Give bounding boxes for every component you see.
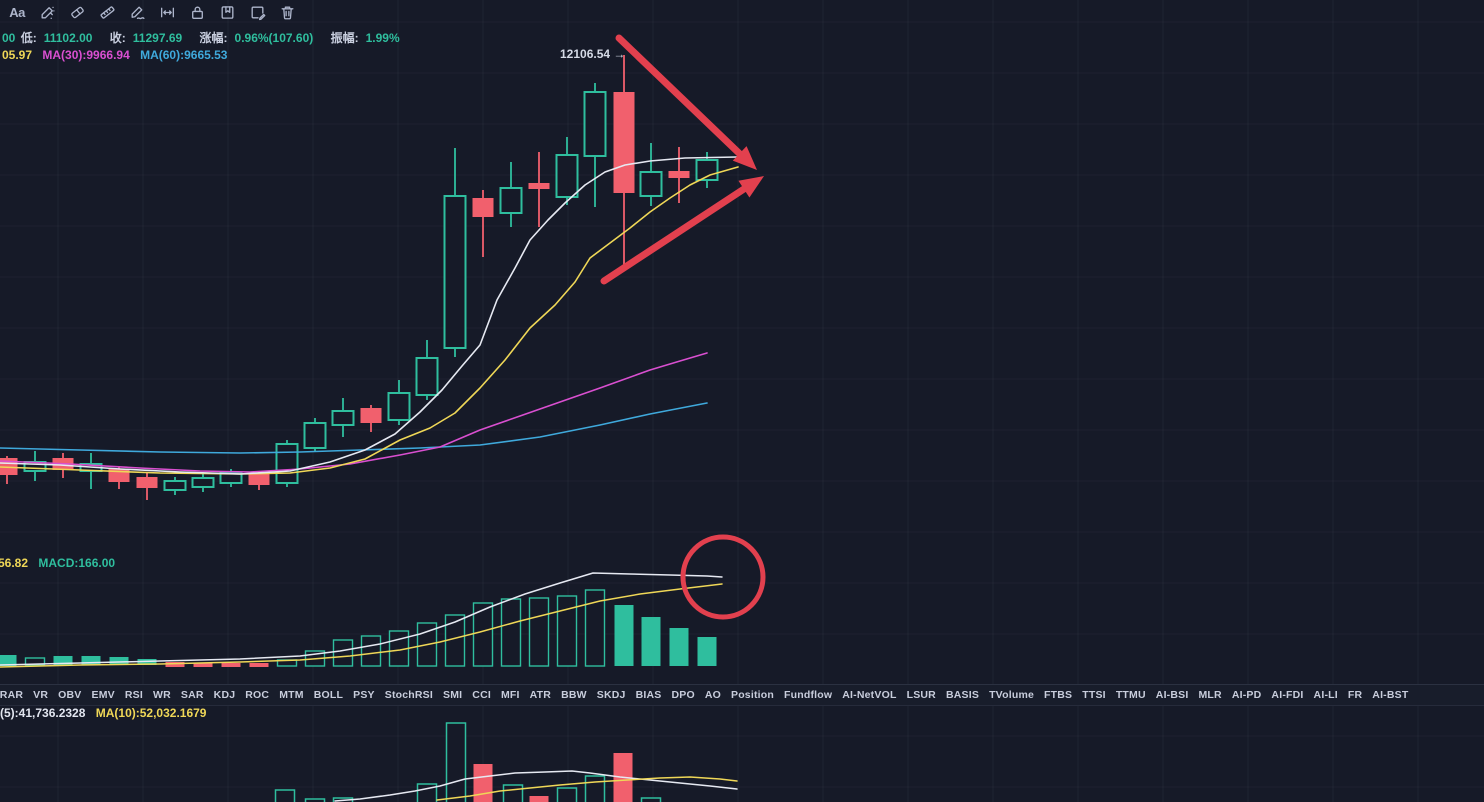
tab-skdj[interactable]: SKDJ [596, 689, 626, 701]
tab-mfi[interactable]: MFI [500, 689, 520, 701]
ruler-icon[interactable] [98, 4, 116, 22]
tab-stochrsi[interactable]: StochRSI [384, 689, 434, 701]
red-arrow-down-right [615, 34, 757, 170]
tab-bias[interactable]: BIAS [635, 689, 662, 701]
close-field: 收: 11297.69 [109, 31, 183, 45]
volume-ma5-line [334, 770, 738, 802]
tab-boll[interactable]: BOLL [313, 689, 344, 701]
indicator-tab-bar: BRAR VR OBV EMV RSI WR SAR KDJ ROC MTM BOLL PSY Stoc… [0, 684, 1484, 706]
change-field: 涨幅: 0.96%(107.60) [199, 31, 314, 45]
ma60-line [0, 402, 708, 454]
tab-basis[interactable]: BASIS [945, 689, 980, 701]
tab-ai-bst[interactable]: AI-BST [1372, 689, 1409, 701]
tab-tvolume[interactable]: TVolume [989, 689, 1035, 701]
bookmark-icon[interactable] [218, 4, 236, 22]
tab-wr[interactable]: WR [152, 689, 171, 701]
ma-info-row: 05.97 MA(30):9966.94 MA(60):9665.53 [2, 48, 234, 62]
tab-ao[interactable]: AO [704, 689, 721, 701]
ma10-line [0, 166, 739, 475]
vol-ma10-value: MA(10):52,032.1679 [95, 706, 207, 720]
tab-fr[interactable]: FR [1347, 689, 1363, 701]
red-circle-annotation [680, 534, 766, 620]
macd-dea-line [0, 583, 723, 668]
tab-obv[interactable]: OBV [58, 689, 82, 701]
tab-dpo[interactable]: DPO [671, 689, 695, 701]
low-field: 低: 11102.00 [20, 31, 93, 45]
tab-mtm[interactable]: MTM [279, 689, 304, 701]
dea-clipped-value: 56.82 [0, 556, 29, 570]
trash-icon[interactable] [278, 4, 296, 22]
edit-chart-icon[interactable] [248, 4, 266, 22]
tab-bbw[interactable]: BBW [561, 689, 587, 701]
magic-brush-icon[interactable] [38, 4, 56, 22]
tab-ai-li[interactable]: AI-LI [1313, 689, 1338, 701]
tab-ai-fdi[interactable]: AI-FDI [1271, 689, 1304, 701]
tab-mlr[interactable]: MLR [1198, 689, 1222, 701]
clipped-value: 00 [2, 31, 16, 45]
tab-position[interactable]: Position [730, 689, 774, 701]
tab-psy[interactable]: PSY [353, 689, 375, 701]
drawn-annotations [600, 34, 766, 620]
amplitude-field: 振幅: 1.99% [330, 31, 400, 45]
macd-info-row: 56.82 MACD:166.00 [0, 556, 122, 570]
macd-value: MACD:166.00 [38, 556, 116, 570]
tab-lsur[interactable]: LSUR [906, 689, 936, 701]
tab-cci[interactable]: CCI [472, 689, 491, 701]
indicator-tab-list: BRAR VR OBV EMV RSI WR SAR KDJ ROC MTM BOLL PSY Stoc… [0, 685, 1408, 705]
tab-smi[interactable]: SMI [443, 689, 463, 701]
volume-pane [274, 722, 738, 802]
eraser-icon[interactable] [68, 4, 86, 22]
red-arrow-up-right [600, 176, 764, 285]
tab-fundflow[interactable]: Fundflow [784, 689, 833, 701]
price-info-row: 00 低: 11102.00 收: 11297.69 涨幅: 0.96%(107.60… [2, 29, 414, 46]
vol-ma5-clipped-value: (5):41,736.2328 [0, 706, 86, 720]
tab-kdj[interactable]: KDJ [213, 689, 236, 701]
tab-ttsi[interactable]: TTSI [1082, 689, 1106, 701]
tab-brar[interactable]: BRAR [0, 689, 24, 701]
macd-pane [0, 572, 723, 668]
macd-dif-line [0, 572, 723, 666]
drawing-toolbar: Aa [8, 1, 296, 24]
tab-atr[interactable]: ATR [529, 689, 552, 701]
lock-icon[interactable] [188, 4, 206, 22]
ma10-clipped-value: 05.97 [2, 48, 33, 62]
tab-emv[interactable]: EMV [91, 689, 115, 701]
tab-ai-netvol[interactable]: AI-NetVOL [842, 689, 897, 701]
ma30-value: MA(30):9966.94 [42, 48, 130, 62]
volume-ma10-line [436, 776, 738, 801]
tab-ttmu[interactable]: TTMU [1115, 689, 1146, 701]
tab-vr[interactable]: VR [33, 689, 49, 701]
text-tool-icon[interactable]: Aa [9, 5, 25, 20]
ma60-value: MA(60):9665.53 [140, 48, 228, 62]
tab-ai-bsi[interactable]: AI-BSI [1155, 689, 1189, 701]
tab-ai-pd[interactable]: AI-PD [1231, 689, 1262, 701]
ma30-line [0, 352, 708, 473]
main-candle-pane [0, 55, 739, 500]
ma5-line [0, 156, 738, 475]
tab-roc[interactable]: ROC [245, 689, 270, 701]
volume-info-row: (5):41,736.2328 MA(10):52,032.1679 [0, 706, 213, 720]
pen-draw-icon[interactable] [128, 4, 146, 22]
price-flag-label: 12106.54 → [560, 47, 626, 61]
tab-rsi[interactable]: RSI [124, 689, 143, 701]
tab-sar[interactable]: SAR [180, 689, 204, 701]
measure-icon[interactable] [158, 4, 176, 22]
tab-ftbs[interactable]: FTBS [1044, 689, 1073, 701]
